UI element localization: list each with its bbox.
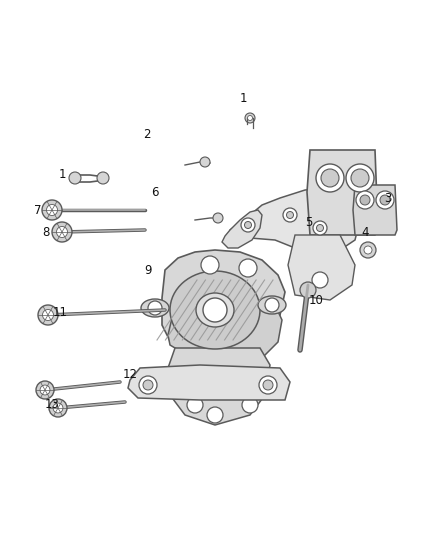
Circle shape [286, 212, 293, 219]
Circle shape [313, 221, 327, 235]
Text: 9: 9 [144, 264, 152, 278]
Circle shape [143, 380, 153, 390]
Circle shape [312, 272, 328, 288]
Polygon shape [228, 188, 360, 255]
Ellipse shape [170, 271, 260, 349]
Circle shape [203, 298, 227, 322]
Circle shape [69, 172, 81, 184]
Circle shape [187, 397, 203, 413]
Circle shape [360, 195, 370, 205]
Ellipse shape [141, 299, 169, 317]
Text: 2: 2 [143, 128, 151, 141]
Circle shape [245, 113, 255, 123]
Circle shape [247, 116, 252, 120]
Circle shape [139, 376, 157, 394]
Text: 1: 1 [58, 168, 66, 182]
Circle shape [201, 256, 219, 274]
Text: 11: 11 [53, 306, 67, 319]
Circle shape [148, 301, 162, 315]
Polygon shape [288, 235, 355, 300]
Circle shape [346, 164, 374, 192]
Circle shape [36, 381, 54, 399]
Circle shape [239, 259, 257, 277]
Circle shape [97, 172, 109, 184]
Circle shape [356, 191, 374, 209]
Polygon shape [222, 210, 262, 248]
Circle shape [376, 191, 394, 209]
Ellipse shape [196, 293, 234, 327]
Circle shape [360, 242, 376, 258]
Circle shape [265, 298, 279, 312]
Circle shape [207, 407, 223, 423]
Circle shape [259, 376, 277, 394]
Text: 1: 1 [239, 92, 247, 104]
Circle shape [46, 205, 57, 215]
Ellipse shape [258, 296, 286, 314]
Circle shape [241, 218, 255, 232]
Circle shape [200, 157, 210, 167]
Circle shape [244, 222, 251, 229]
Polygon shape [353, 185, 397, 235]
Circle shape [40, 385, 50, 395]
Circle shape [316, 164, 344, 192]
Circle shape [49, 399, 67, 417]
Circle shape [321, 169, 339, 187]
Polygon shape [128, 365, 290, 400]
Circle shape [380, 195, 390, 205]
Polygon shape [307, 150, 378, 235]
Text: 12: 12 [123, 368, 138, 382]
Circle shape [351, 169, 369, 187]
Text: 13: 13 [45, 399, 60, 411]
Circle shape [213, 213, 223, 223]
Circle shape [242, 397, 258, 413]
Circle shape [52, 222, 72, 242]
Text: 10: 10 [308, 294, 323, 306]
Circle shape [38, 305, 58, 325]
Circle shape [263, 380, 273, 390]
Text: 4: 4 [361, 227, 369, 239]
Polygon shape [168, 348, 270, 425]
Text: 7: 7 [34, 204, 42, 216]
Text: 5: 5 [305, 215, 313, 229]
Circle shape [317, 224, 324, 231]
Circle shape [42, 310, 53, 320]
Circle shape [283, 208, 297, 222]
Polygon shape [162, 250, 285, 362]
Circle shape [57, 227, 67, 238]
Text: 3: 3 [384, 191, 392, 205]
Text: 8: 8 [42, 227, 49, 239]
Circle shape [42, 200, 62, 220]
Polygon shape [168, 300, 282, 365]
Text: 6: 6 [151, 187, 159, 199]
Circle shape [300, 282, 316, 298]
Circle shape [53, 403, 63, 413]
Circle shape [364, 246, 372, 254]
